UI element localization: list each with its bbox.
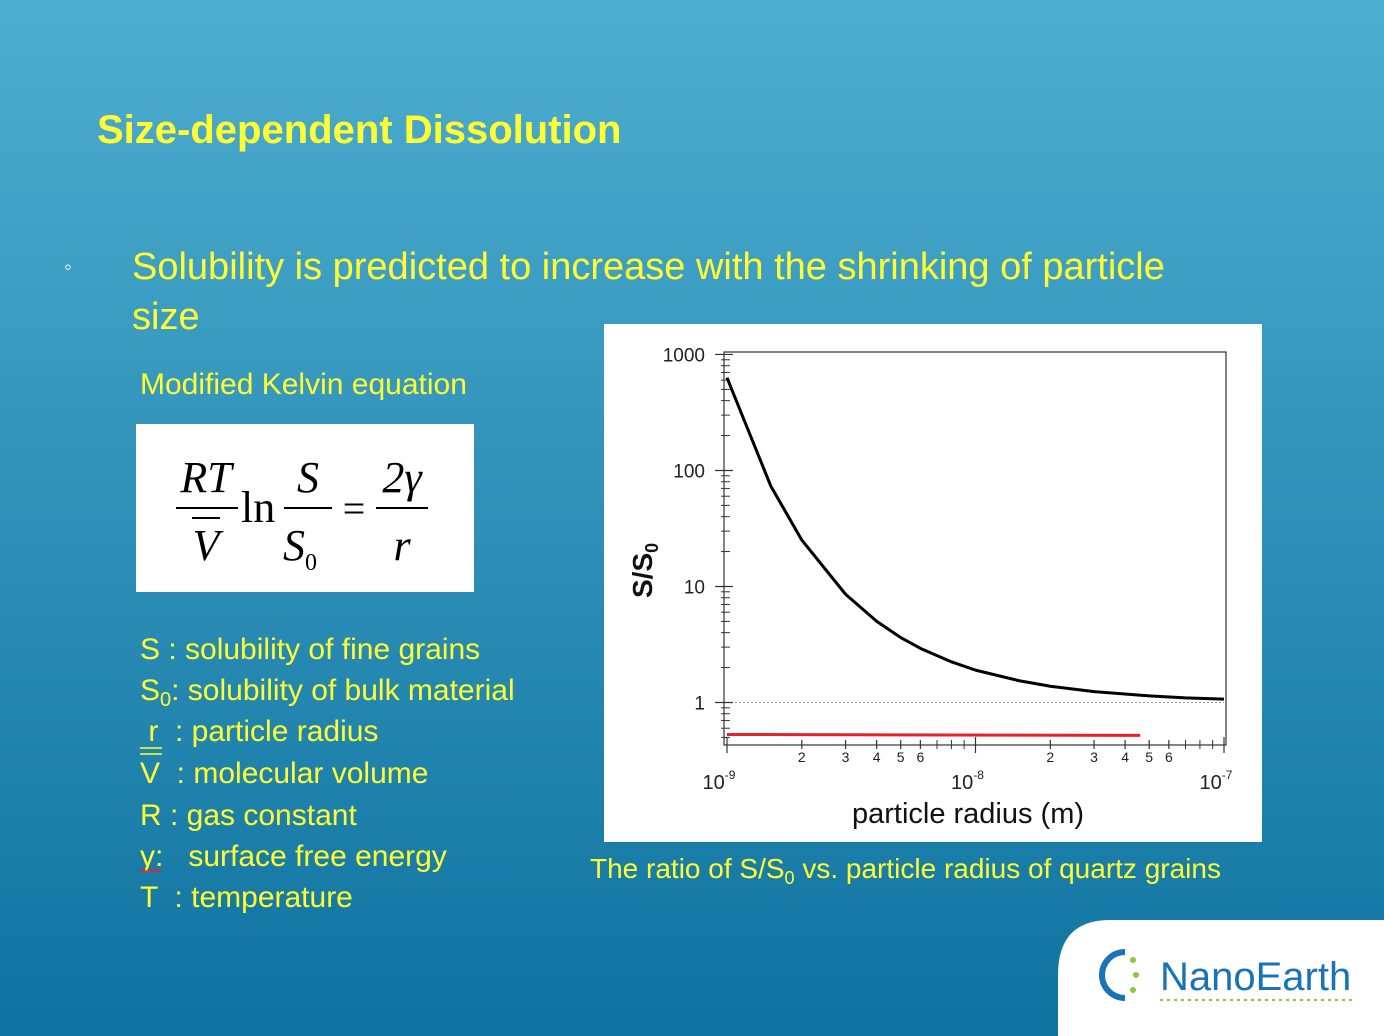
equation: RT V ln S S0 = 2γ r: [136, 424, 474, 592]
eq-text: =: [343, 486, 366, 531]
bullet-marker: ◦: [64, 254, 72, 279]
y-axis-label: S/S0: [627, 543, 662, 598]
x-tick-label: 4: [1121, 749, 1129, 765]
caption: The ratio of S/S0 vs. particle radius of…: [590, 853, 1221, 888]
series-line: [726, 732, 1141, 737]
definition: r : particle radius: [140, 715, 378, 748]
logo-panel: [1058, 920, 1384, 1036]
caption: The ratio of S/S: [590, 853, 785, 884]
x-tick-label: 10-9: [703, 768, 736, 794]
y-axis-label-sub: 0: [642, 543, 662, 553]
eq-text: S: [283, 521, 305, 570]
x-tick-label: 3: [842, 749, 850, 765]
definitions: S : solubility of fine grains S0: solubi…: [139, 633, 515, 914]
eq-text: S0: [283, 521, 317, 576]
eq-text: S: [297, 453, 319, 502]
slide-title: Size-dependent Dissolution: [97, 108, 621, 152]
y-axis-label: S/S: [627, 553, 658, 598]
eq-text: 2γ: [382, 453, 423, 502]
x-tick-label: 10: [703, 772, 725, 794]
x-tick-label: 5: [1145, 749, 1153, 765]
y-tick-label: 100: [673, 461, 705, 482]
x-tick-label: 6: [1165, 749, 1173, 765]
x-tick-label: 3: [1090, 749, 1098, 765]
logo-dot: [1130, 957, 1136, 963]
x-tick-label: 10: [951, 772, 973, 794]
equation-label: Modified Kelvin equation: [140, 368, 467, 401]
logo-dot: [1133, 972, 1139, 978]
logo-dot: [1130, 987, 1136, 993]
x-tick-label: 10-8: [951, 768, 984, 794]
bullet-text: Solubility is predicted to increase with…: [132, 246, 1165, 288]
eq-text: r: [393, 521, 411, 570]
spell-squiggle: [139, 867, 162, 874]
x-tick-label: 2: [798, 749, 806, 765]
eq-subscript: 0: [305, 550, 317, 576]
x-axis-label: particle radius (m): [852, 798, 1084, 830]
x-tick-label: 5: [897, 749, 905, 765]
x-tick-label: 2: [1046, 749, 1054, 765]
eq-text: V: [193, 521, 225, 570]
definition: V : molecular volume: [140, 757, 428, 790]
chart-background: [604, 324, 1262, 842]
x-tick-label: 10: [1200, 772, 1222, 794]
x-tick-exponent: -7: [1222, 768, 1233, 782]
logo: NanoEarth: [1058, 920, 1384, 1036]
definition: S0: solubility of bulk material: [140, 674, 515, 711]
x-tick-exponent: -8: [973, 768, 984, 782]
x-tick-label: 10-7: [1200, 768, 1233, 794]
caption: vs. particle radius of quartz grains: [795, 853, 1221, 884]
definition: : solubility of bulk material: [171, 674, 514, 707]
y-tick-label: 10: [684, 577, 705, 598]
series-line: [725, 377, 1225, 701]
eq-text: RT: [179, 453, 235, 502]
x-tick-label: 4: [873, 749, 881, 765]
logo-arc: [1099, 949, 1126, 1001]
y-tick-label: 1000: [663, 345, 705, 366]
definition: S: [140, 674, 160, 707]
definition: T : temperature: [140, 881, 353, 914]
x-tick-exponent: -9: [725, 768, 736, 782]
definition: γ: surface free energy: [140, 840, 447, 873]
bullet-text: size: [132, 296, 200, 338]
subscript: 0: [160, 689, 171, 711]
eq-text: ln: [241, 483, 275, 532]
x-tick-label: 6: [916, 749, 924, 765]
definition: S : solubility of fine grains: [140, 633, 480, 666]
definition: R : gas constant: [140, 799, 357, 832]
logo-text: NanoEarth: [1160, 955, 1351, 999]
y-tick-label: 1: [694, 693, 705, 714]
subscript: 0: [785, 868, 795, 888]
